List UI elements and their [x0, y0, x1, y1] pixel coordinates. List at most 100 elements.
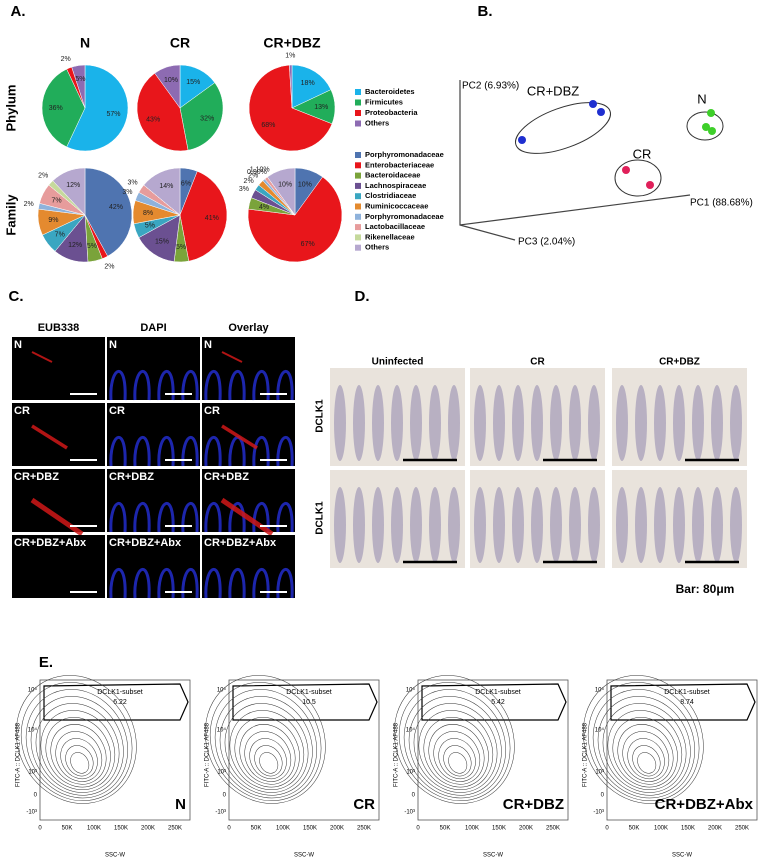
crypt	[730, 385, 742, 461]
x-tick-label: 100K	[276, 826, 290, 832]
contour	[592, 689, 696, 799]
row-label: N	[14, 339, 22, 351]
y-tick-label: 10⁵	[28, 687, 38, 694]
legend-swatch	[355, 224, 361, 231]
legend-label: Porphyromonadaceae	[365, 150, 444, 159]
crypt	[429, 487, 441, 563]
slice-label: 2%	[61, 56, 71, 63]
y-tick-label: 10⁵	[406, 687, 416, 694]
legend-swatch	[355, 120, 361, 127]
contour	[418, 710, 494, 791]
contour	[229, 710, 305, 791]
contour	[219, 696, 313, 796]
label: DCLK1	[315, 399, 326, 433]
label: N	[697, 91, 706, 106]
bacteria-stain	[221, 351, 243, 363]
x-tick-label: 50K	[251, 826, 262, 832]
contour	[254, 745, 283, 777]
y-tick-label: 10⁴	[28, 727, 38, 734]
crypt	[692, 487, 704, 563]
slice-label: 5%	[176, 244, 186, 251]
dapi-stain	[228, 502, 246, 533]
gate	[232, 683, 378, 721]
axis	[459, 224, 516, 241]
label: Phylum	[3, 85, 18, 132]
pie-slice	[289, 64, 293, 109]
plot-frame	[606, 679, 758, 821]
y-tick-label: 0	[34, 793, 38, 799]
label: DCLK1	[315, 501, 326, 535]
pie-slice	[52, 167, 86, 216]
crypt	[372, 487, 384, 563]
contour	[632, 745, 661, 777]
contour	[40, 710, 116, 791]
contour	[408, 696, 502, 796]
slice-label: 1.10%	[250, 167, 270, 174]
contour	[438, 738, 476, 780]
micrograph	[12, 337, 105, 400]
label: CR+DBZ	[659, 357, 700, 368]
pie-slice	[267, 167, 296, 216]
slice-label: 4%	[259, 204, 269, 211]
x-tick-label: 250K	[168, 826, 182, 832]
pca-point	[708, 127, 716, 135]
contour	[65, 745, 94, 777]
gate-name: DCLK1-subset	[664, 689, 710, 696]
slice-label: 67%	[301, 241, 315, 248]
contour	[20, 682, 133, 802]
axis	[459, 80, 691, 226]
crypt	[616, 385, 628, 461]
crypt	[730, 487, 742, 563]
contour	[204, 675, 326, 804]
slice-label: 2%	[104, 264, 114, 271]
x-tick-label: 200K	[330, 826, 344, 832]
bacteria-stain	[30, 497, 84, 537]
legend-label: Lachnospiraceae	[365, 181, 426, 190]
contour	[393, 675, 515, 804]
y-tick-label: 10⁴	[217, 727, 227, 734]
slice-label: 5%	[87, 243, 97, 250]
dapi-stain	[276, 502, 294, 533]
dapi-stain	[276, 370, 294, 401]
bacteria-stain	[220, 497, 274, 537]
crypt	[588, 487, 600, 563]
contour	[607, 710, 683, 791]
label: CR	[530, 357, 545, 368]
contour	[25, 689, 129, 799]
slice-label: 5%	[75, 76, 85, 83]
gate-value: 8.74	[680, 699, 694, 706]
y-axis-label: FITC-A :: DCLK1 AF488	[394, 722, 400, 787]
legend-swatch	[355, 244, 361, 251]
contour	[234, 717, 300, 788]
dapi-stain	[204, 502, 222, 533]
legend-swatch	[355, 234, 361, 241]
crypt	[474, 385, 486, 461]
contour	[214, 689, 318, 799]
gate-value: 5.42	[491, 699, 505, 706]
crypt	[448, 385, 460, 461]
x-tick-label: 150K	[114, 826, 128, 832]
gate	[610, 683, 756, 721]
y-tick-label: 10³	[406, 770, 415, 776]
contour	[602, 703, 687, 793]
row-label: CR	[109, 405, 125, 417]
contour	[259, 752, 279, 774]
gate-value: 6.22	[113, 699, 127, 706]
crypt	[512, 385, 524, 461]
x-tick-label: 250K	[357, 826, 371, 832]
y-axis-label: FITC-A :: DCLK1 AF488	[583, 722, 589, 787]
legend-label: Ruminicoccaceae	[365, 201, 428, 210]
plot-frame	[39, 679, 191, 821]
slice-label: 6%	[181, 180, 191, 187]
dapi-stain	[252, 568, 270, 599]
legend-label: Others	[365, 118, 389, 127]
gate-name: DCLK1-subset	[286, 689, 332, 696]
dapi-stain	[157, 370, 175, 401]
crypt	[654, 487, 666, 563]
pie-slice	[179, 82, 224, 151]
crypt	[372, 385, 384, 461]
x-tick-label: 0	[416, 826, 420, 832]
dapi-stain	[133, 436, 151, 467]
pca-point	[518, 136, 526, 144]
